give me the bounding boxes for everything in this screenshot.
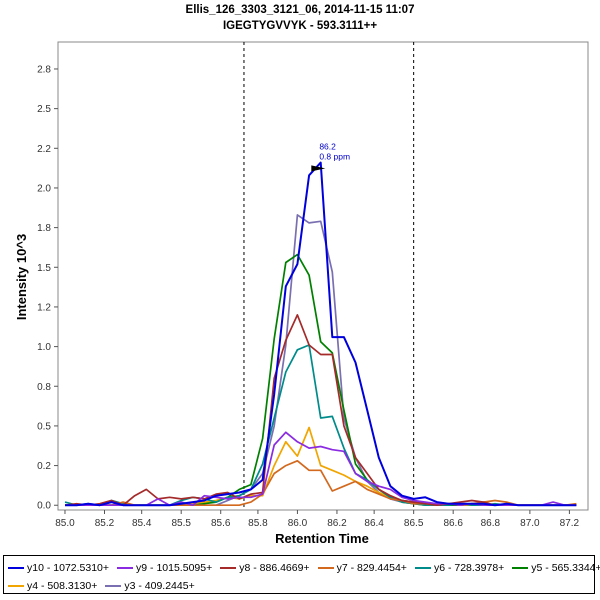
y-tick-label: 0.0: [37, 501, 51, 512]
y-tick-label: 0.8: [37, 382, 51, 393]
x-tick-label: 86.6: [443, 518, 463, 529]
x-tick-label: 85.2: [95, 518, 115, 529]
legend-item: y6 - 728.3978+: [414, 560, 505, 576]
legend-swatch: [512, 567, 529, 570]
y-tick-label: 1.2: [37, 302, 51, 313]
legend-label: y9 - 1015.5095+: [136, 562, 213, 574]
y-tick-label: 1.0: [37, 342, 51, 353]
y-tick-label: 0.2: [37, 461, 51, 472]
x-tick-label: 87.0: [520, 518, 540, 529]
chromatogram-chart: Ellis_126_3303_3121_06, 2014-11-15 11:07…: [14, 4, 589, 546]
x-tick-label: 87.2: [560, 518, 580, 529]
y-axis-label: Intensity 10^3: [14, 234, 29, 320]
legend: y10 - 1072.5310+ y9 - 1015.5095+ y8 - 886.…: [3, 555, 600, 594]
legend-swatch: [414, 567, 431, 570]
x-tick-label: 86.5: [404, 518, 424, 529]
annotation-label: 86.2: [319, 141, 336, 151]
legend-swatch: [317, 567, 334, 570]
legend-swatch: [8, 567, 24, 570]
legend-label: y4 - 508.3130+: [27, 580, 98, 592]
legend-swatch: [8, 585, 24, 588]
x-tick-label: 85.0: [55, 518, 75, 529]
legend-label: y8 - 886.4669+: [239, 562, 310, 574]
plot-area: [57, 41, 589, 511]
x-tick-label: 85.6: [211, 518, 231, 529]
y-tick-label: 2.0: [37, 183, 51, 194]
x-tick-label: 86.8: [481, 518, 501, 529]
chart-subtitle: IGEGTYGVVYK - 593.3111++: [223, 20, 377, 32]
y-tick-label: 2.8: [37, 64, 51, 75]
legend-item: y8 - 886.4669+: [220, 560, 310, 576]
legend-item: y3 - 409.2445+: [105, 578, 195, 594]
annotation-arrow: [311, 165, 326, 172]
y-tick-label: 1.5: [37, 263, 51, 274]
x-tick-label: 86.4: [364, 518, 384, 529]
y-tick-label: 1.8: [37, 223, 51, 234]
y-tick-label: 0.5: [37, 421, 51, 432]
annotation-label: 0.8 ppm: [319, 151, 350, 161]
series-line: [65, 161, 577, 507]
legend-item: y7 - 829.4454+: [317, 560, 407, 576]
legend-swatch: [105, 585, 122, 588]
x-tick-label: 85.5: [171, 518, 191, 529]
x-axis-label: Retention Time: [275, 531, 369, 546]
legend-label: y10 - 1072.5310+: [27, 562, 110, 574]
x-tick-label: 85.4: [132, 518, 152, 529]
legend-item: y5 - 565.3344+: [512, 560, 600, 576]
legend-swatch: [220, 567, 237, 570]
x-tick-label: 86.2: [327, 518, 347, 529]
legend-label: y5 - 565.3344+: [531, 562, 600, 574]
legend-label: y7 - 829.4454+: [336, 562, 407, 574]
legend-label: y3 - 409.2445+: [124, 580, 195, 592]
legend-item: y10 - 1072.5310+: [8, 560, 109, 576]
chart-title: Ellis_126_3303_3121_06, 2014-11-15 11:07: [186, 4, 415, 16]
y-tick-label: 2.5: [37, 104, 51, 115]
legend-item: y9 - 1015.5095+: [117, 560, 212, 576]
legend-swatch: [117, 567, 134, 570]
legend-item: y4 - 508.3130+: [8, 578, 97, 594]
x-tick-label: 85.8: [248, 518, 268, 529]
x-tick-label: 86.0: [288, 518, 308, 529]
y-tick-label: 2.2: [37, 144, 51, 155]
legend-label: y6 - 728.3978+: [433, 562, 505, 574]
